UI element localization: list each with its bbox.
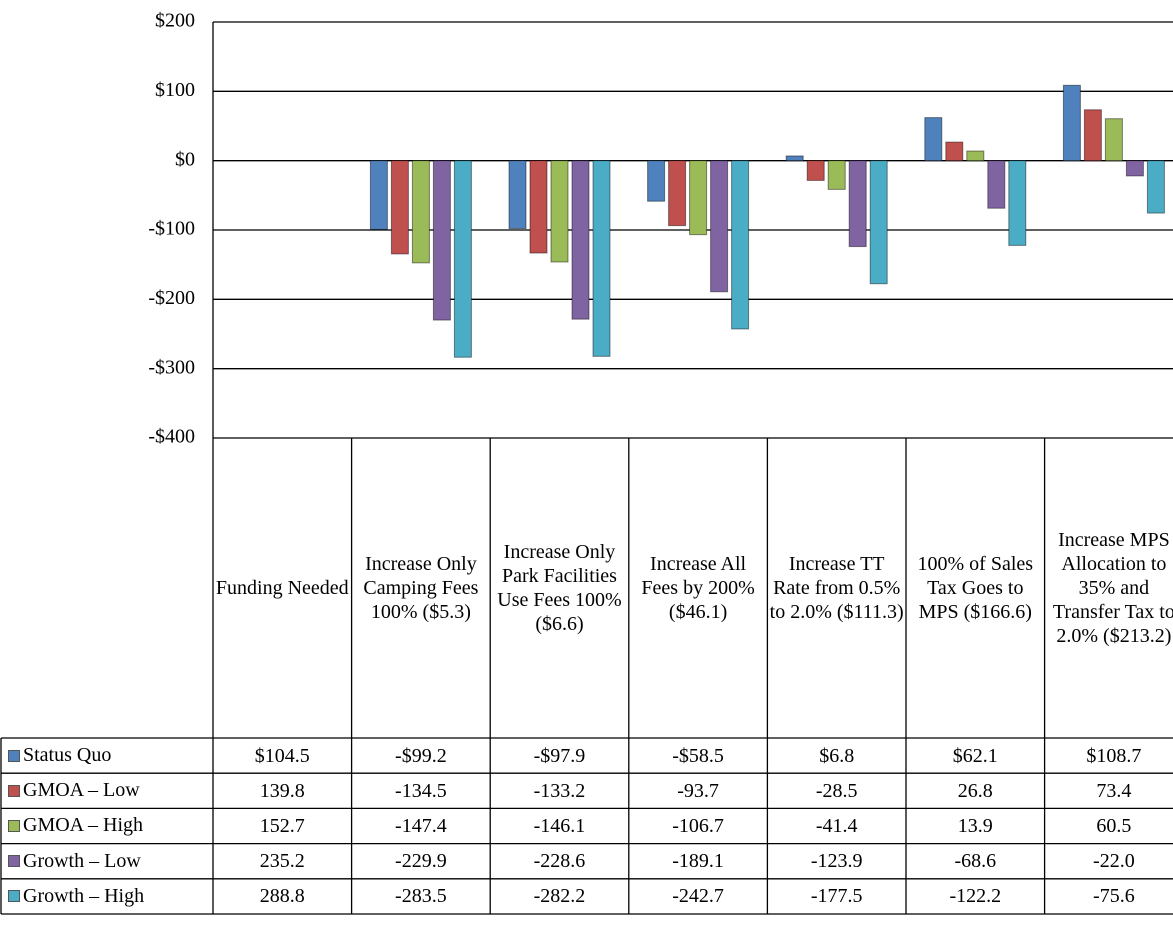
legend-swatch bbox=[8, 749, 20, 762]
table-value: -133.2 bbox=[533, 779, 586, 802]
table-value: -68.6 bbox=[954, 850, 997, 873]
y-tick-label: $100 bbox=[155, 79, 195, 101]
table-value: $62.1 bbox=[952, 744, 998, 767]
table-value: -41.4 bbox=[815, 814, 858, 837]
bar bbox=[550, 160, 569, 263]
legend-entry: Growth – Low bbox=[0, 844, 213, 879]
table-value: -93.7 bbox=[677, 779, 719, 802]
legend-label: Status Quo bbox=[23, 744, 112, 767]
table-value: $6.8 bbox=[819, 744, 855, 767]
legend-swatch bbox=[8, 784, 20, 797]
table-value: -282.2 bbox=[533, 885, 586, 908]
table-value: -$99.2 bbox=[395, 744, 447, 767]
legend-label: GMOA – Low bbox=[23, 779, 140, 802]
bar bbox=[710, 160, 729, 293]
table-value: $108.7 bbox=[1086, 744, 1142, 767]
bar bbox=[966, 150, 985, 162]
legend-label: Growth – Low bbox=[23, 849, 141, 872]
category-label: 100% of Sales Tax Goes to MPS ($166.6) bbox=[917, 553, 1034, 623]
table-value: -134.5 bbox=[395, 779, 447, 802]
table-value: 139.8 bbox=[259, 779, 305, 802]
bar bbox=[945, 141, 964, 162]
legend-label: Growth – High bbox=[23, 884, 145, 907]
table-value: -177.5 bbox=[810, 885, 863, 908]
y-tick-label: -$100 bbox=[148, 218, 195, 240]
bar bbox=[432, 160, 451, 321]
legend-label: GMOA – High bbox=[23, 814, 144, 837]
y-tick-label: $200 bbox=[155, 10, 195, 32]
bar bbox=[647, 160, 666, 202]
table-value: -$97.9 bbox=[533, 744, 586, 767]
bar bbox=[731, 160, 750, 330]
bar bbox=[689, 160, 708, 236]
y-tick-label: -$200 bbox=[148, 287, 195, 309]
table-value: 235.2 bbox=[259, 850, 305, 873]
bar bbox=[1008, 160, 1027, 246]
category-label: Increase MPS Allocation to 35% and Trans… bbox=[1052, 529, 1173, 647]
category-label: Increase Only Park Facilities Use Fees 1… bbox=[497, 541, 622, 635]
table-value: -22.0 bbox=[1093, 850, 1135, 873]
legend-entry: Status Quo bbox=[0, 738, 213, 773]
y-tick-label: -$300 bbox=[148, 356, 195, 378]
table-value: 73.4 bbox=[1096, 779, 1132, 802]
legend-swatch bbox=[8, 890, 20, 903]
bar bbox=[869, 160, 888, 285]
y-tick-label: $0 bbox=[175, 148, 195, 170]
legend-swatch bbox=[8, 855, 20, 868]
bar bbox=[1125, 160, 1144, 177]
bar bbox=[806, 160, 825, 181]
legend-entry: GMOA – High bbox=[0, 808, 213, 843]
table-value: -228.6 bbox=[533, 850, 586, 873]
bar bbox=[592, 160, 611, 357]
table-value: -123.9 bbox=[810, 850, 863, 873]
table-value: -75.6 bbox=[1093, 885, 1135, 908]
table-value: -28.5 bbox=[815, 779, 858, 802]
bar bbox=[987, 160, 1006, 209]
table-value: -106.7 bbox=[672, 814, 724, 837]
bar bbox=[924, 117, 943, 162]
bar bbox=[571, 160, 590, 320]
legend-swatch bbox=[8, 819, 20, 832]
bar bbox=[411, 160, 430, 264]
table-value: 26.8 bbox=[957, 779, 993, 802]
bar bbox=[1062, 84, 1081, 162]
table-value: -$58.5 bbox=[672, 744, 724, 767]
category-label: Funding Needed bbox=[215, 577, 349, 599]
bar bbox=[668, 160, 687, 227]
table-value: 60.5 bbox=[1096, 814, 1132, 837]
category-label: Increase TT Rate from 0.5% to 2.0% ($111… bbox=[769, 553, 904, 623]
category-label: Increase Only Camping Fees 100% ($5.3) bbox=[363, 553, 479, 623]
category-label: Increase All Fees by 200% ($46.1) bbox=[641, 553, 755, 623]
table-value: -189.1 bbox=[672, 850, 724, 873]
bar bbox=[1083, 109, 1102, 162]
bar bbox=[369, 160, 388, 230]
bar bbox=[529, 160, 548, 254]
table-value: -283.5 bbox=[395, 885, 447, 908]
table-value: -147.4 bbox=[395, 814, 447, 837]
bar bbox=[827, 160, 846, 190]
table-value: 152.7 bbox=[259, 814, 305, 837]
bar bbox=[508, 160, 527, 230]
table-value: 13.9 bbox=[957, 814, 993, 837]
table-value: -122.2 bbox=[949, 885, 1002, 908]
y-tick-label: -$400 bbox=[148, 426, 195, 448]
bar bbox=[1104, 118, 1123, 162]
table-value: -146.1 bbox=[533, 814, 586, 837]
table-value: -242.7 bbox=[672, 885, 724, 908]
legend-entry: Growth – High bbox=[0, 879, 213, 914]
bar bbox=[453, 160, 472, 358]
bar bbox=[390, 160, 409, 255]
table-value: -229.9 bbox=[395, 850, 447, 873]
table-value: $104.5 bbox=[254, 744, 310, 767]
bar bbox=[1146, 160, 1165, 214]
legend-entry: GMOA – Low bbox=[0, 773, 213, 808]
bar bbox=[785, 155, 804, 162]
table-value: 288.8 bbox=[259, 885, 305, 908]
bar bbox=[848, 160, 867, 248]
